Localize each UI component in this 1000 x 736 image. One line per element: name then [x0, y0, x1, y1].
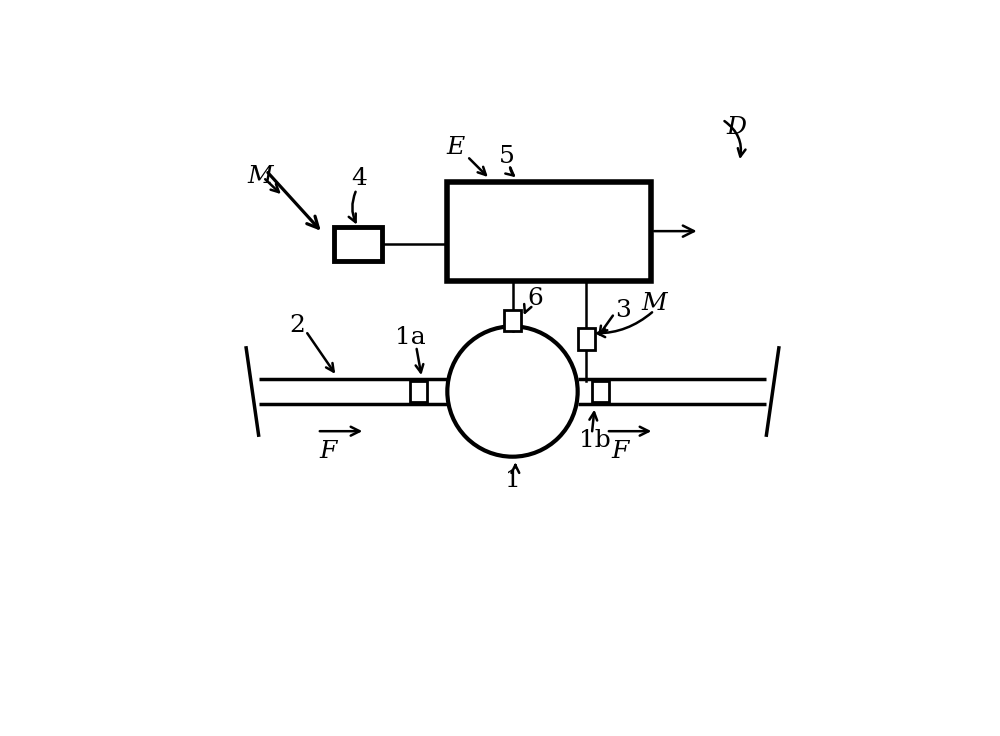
- Text: 4: 4: [352, 168, 367, 191]
- Text: E: E: [447, 136, 465, 159]
- Bar: [592, 381, 609, 403]
- Text: M: M: [247, 165, 273, 188]
- Text: 1: 1: [505, 469, 520, 492]
- Text: M: M: [641, 292, 667, 315]
- Bar: [504, 310, 521, 331]
- Text: 5: 5: [499, 145, 515, 168]
- Text: 1a: 1a: [395, 326, 426, 349]
- Bar: [578, 328, 595, 350]
- Ellipse shape: [447, 326, 578, 456]
- Text: D: D: [726, 116, 746, 140]
- Text: 2: 2: [289, 314, 305, 336]
- Text: 3: 3: [615, 299, 631, 322]
- Bar: [410, 381, 427, 403]
- Bar: [334, 227, 382, 261]
- Text: F: F: [320, 439, 337, 462]
- Text: F: F: [611, 439, 629, 462]
- Bar: [447, 182, 651, 281]
- Text: 1b: 1b: [579, 429, 611, 453]
- Text: 6: 6: [527, 286, 543, 310]
